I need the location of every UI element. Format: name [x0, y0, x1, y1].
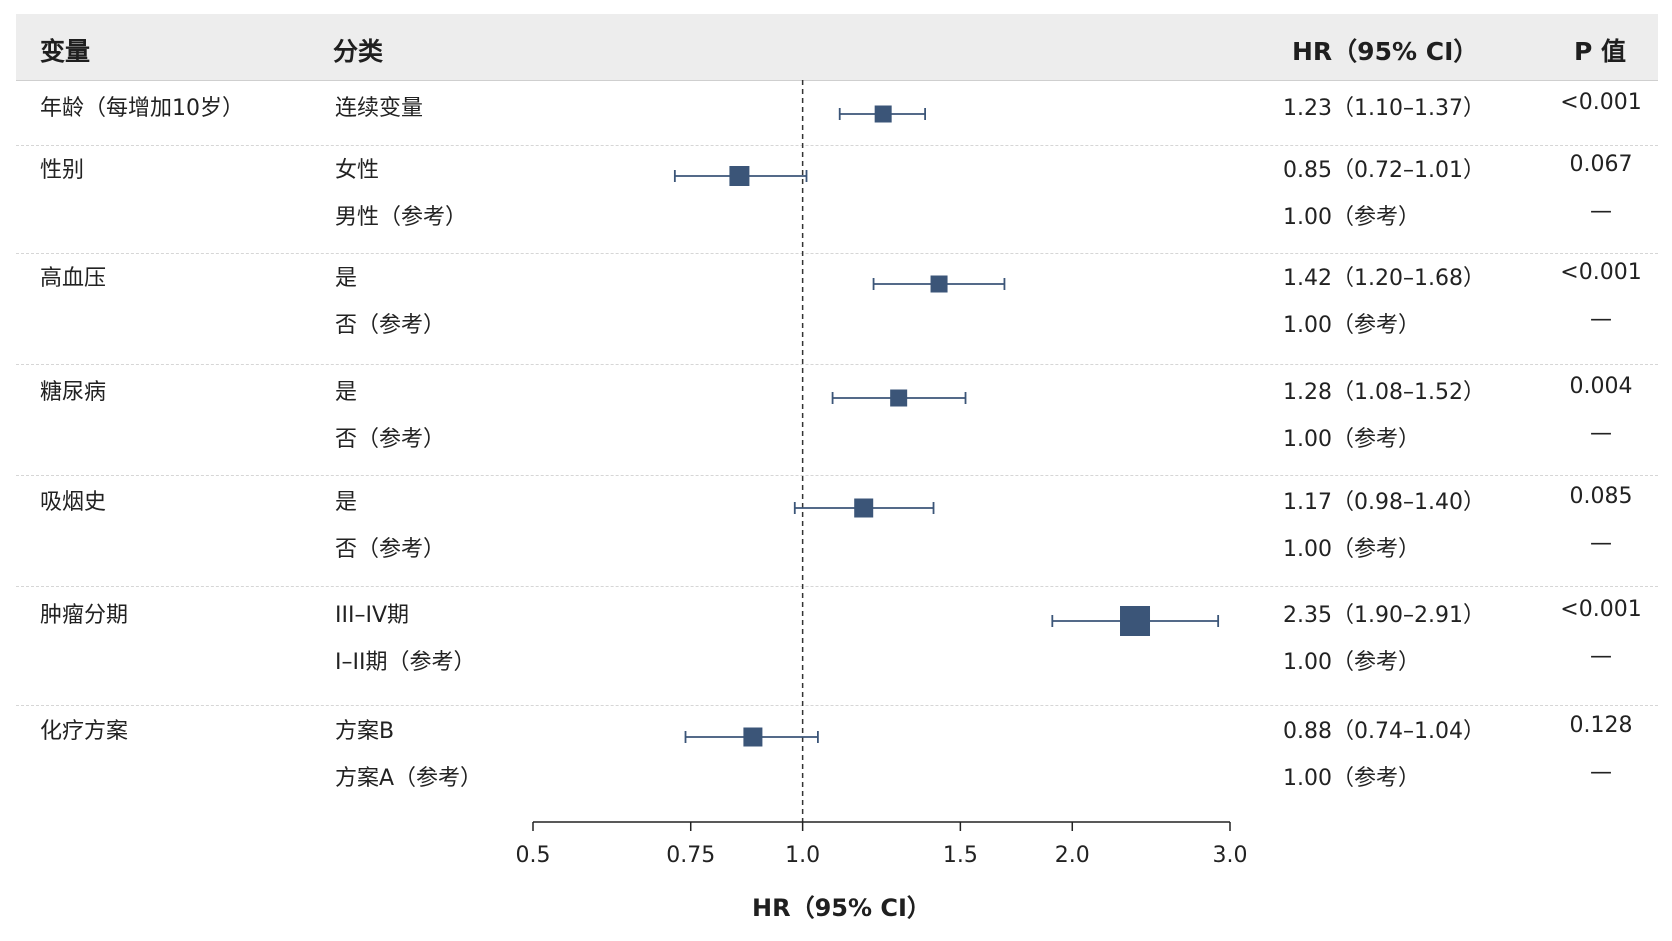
row-p-value: —: [1590, 199, 1612, 224]
row-hr-text: 1.00（参考）: [1283, 313, 1420, 338]
x-tick-label: 0.5: [516, 843, 551, 868]
x-tick-label: 0.75: [666, 843, 715, 868]
row-p-value: <0.001: [1560, 597, 1642, 622]
row-variable: 糖尿病: [40, 380, 107, 405]
row-p-value: <0.001: [1560, 90, 1642, 115]
row-variable: 吸烟史: [40, 490, 107, 515]
hr-point: [890, 389, 908, 407]
row-category: 是: [335, 266, 358, 291]
row-p-value: 0.067: [1569, 152, 1633, 177]
row-p-value: —: [1590, 644, 1612, 669]
row-category: 否（参考）: [335, 427, 446, 452]
row-category: 方案A（参考）: [335, 766, 483, 791]
x-axis-title: HR（95% CI）: [752, 894, 931, 922]
row-p-value: —: [1590, 307, 1612, 332]
row-hr-text: 2.35（1.90–2.91）: [1283, 603, 1485, 628]
row-variable: 年龄（每增加10岁）: [40, 96, 244, 121]
row-hr-text: 1.17（0.98–1.40）: [1283, 490, 1485, 515]
hr-point: [743, 727, 763, 747]
row-p-value: 0.128: [1569, 713, 1633, 738]
hr-point: [874, 105, 892, 123]
x-tick-label: 1.5: [943, 843, 978, 868]
row-p-value: <0.001: [1560, 260, 1642, 285]
header-hr: HR（95% CI）: [1292, 37, 1479, 66]
row-hr-text: 1.00（参考）: [1283, 427, 1420, 452]
row-category: 方案B: [335, 719, 395, 744]
row-category: 否（参考）: [335, 537, 446, 562]
row-category: 男性（参考）: [335, 205, 468, 230]
row-hr-text: 0.88（0.74–1.04）: [1283, 719, 1485, 744]
row-p-value: 0.004: [1569, 374, 1633, 399]
hr-point: [854, 498, 874, 518]
row-hr-text: 0.85（0.72–1.01）: [1283, 158, 1485, 183]
row-hr-text: 1.00（参考）: [1283, 205, 1420, 230]
row-p-value: —: [1590, 760, 1612, 785]
row-variable: 化疗方案: [40, 719, 129, 744]
row-p-value: —: [1590, 531, 1612, 556]
row-hr-text: 1.00（参考）: [1283, 537, 1420, 562]
row-category: 是: [335, 380, 358, 405]
row-variable: 高血压: [40, 266, 107, 291]
x-tick-label: 1.0: [785, 843, 820, 868]
row-category: I–II期（参考）: [335, 650, 476, 675]
row-category: 否（参考）: [335, 313, 446, 338]
row-category: 是: [335, 490, 358, 515]
row-variable: 肿瘤分期: [40, 603, 129, 628]
header-variable: 变量: [40, 37, 91, 66]
table-header: [16, 14, 1658, 81]
row-hr-text: 1.42（1.20–1.68）: [1283, 266, 1485, 291]
row-hr-text: 1.00（参考）: [1283, 650, 1420, 675]
header-p: P 值: [1574, 37, 1627, 66]
row-category: III–IV期: [335, 603, 410, 628]
x-tick-label: 3.0: [1213, 843, 1248, 868]
row-category: 女性: [335, 158, 380, 183]
header-category: 分类: [333, 37, 384, 66]
hr-point: [930, 275, 948, 293]
row-p-value: 0.085: [1569, 484, 1633, 509]
row-hr-text: 1.00（参考）: [1283, 766, 1420, 791]
hr-point: [729, 166, 750, 186]
row-p-value: —: [1590, 421, 1612, 446]
x-tick-label: 2.0: [1055, 843, 1090, 868]
row-hr-text: 1.28（1.08–1.52）: [1283, 380, 1485, 405]
hr-point: [1120, 606, 1151, 636]
row-variable: 性别: [40, 158, 85, 183]
row-hr-text: 1.23（1.10–1.37）: [1283, 96, 1485, 121]
row-category: 连续变量: [335, 96, 424, 121]
